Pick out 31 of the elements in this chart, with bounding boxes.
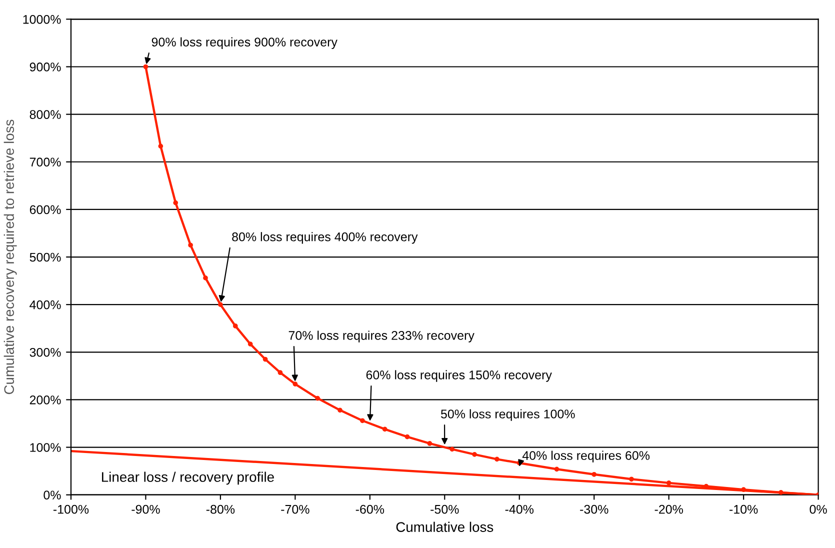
annotation: 60% loss requires 150% recovery: [366, 370, 552, 382]
y-tick-label: 500%: [30, 252, 61, 262]
y-tick-label: 100%: [30, 443, 61, 452]
x-tick-label: -50%: [430, 504, 459, 514]
y-tick-label: 800%: [30, 110, 61, 119]
x-tick-label: -30%: [580, 504, 608, 514]
y-tick-label: 700%: [30, 158, 61, 167]
annotation: 50% loss requires 100%: [440, 409, 575, 421]
annotation: 70% loss requires 233% recovery: [288, 330, 474, 342]
x-tick-label: -70%: [281, 504, 310, 514]
x-tick-label: -100%: [53, 504, 89, 514]
x-tick-label: -40%: [505, 504, 534, 514]
y-tick-label: 0%: [44, 490, 61, 500]
x-tick-label: -10%: [730, 504, 758, 514]
y-tick-label: 300%: [30, 348, 61, 357]
y-axis-title: Cumulative recovery required to retrieve loss: [4, 120, 17, 394]
x-tick-label: 0%: [810, 504, 827, 514]
annotation: 80% loss requires 400% recovery: [232, 232, 418, 244]
x-tick-label: -80%: [206, 504, 235, 514]
annotation: Linear loss / recovery profile: [102, 472, 274, 485]
x-tick-label: -90%: [132, 504, 160, 514]
y-tick-label: 1000%: [23, 14, 61, 24]
y-tick-label: 200%: [30, 396, 61, 404]
y-tick-label: 600%: [30, 205, 61, 214]
y-tick-label: 400%: [30, 300, 61, 310]
annotation: 90% loss requires 900% recovery: [152, 37, 338, 49]
x-axis-title: Cumulative loss: [396, 522, 494, 532]
x-tick-label: -60%: [356, 504, 384, 514]
annotation: 40% loss requires 60%: [522, 450, 650, 462]
y-tick-label: 900%: [30, 62, 61, 72]
x-tick-label: -20%: [654, 504, 683, 514]
